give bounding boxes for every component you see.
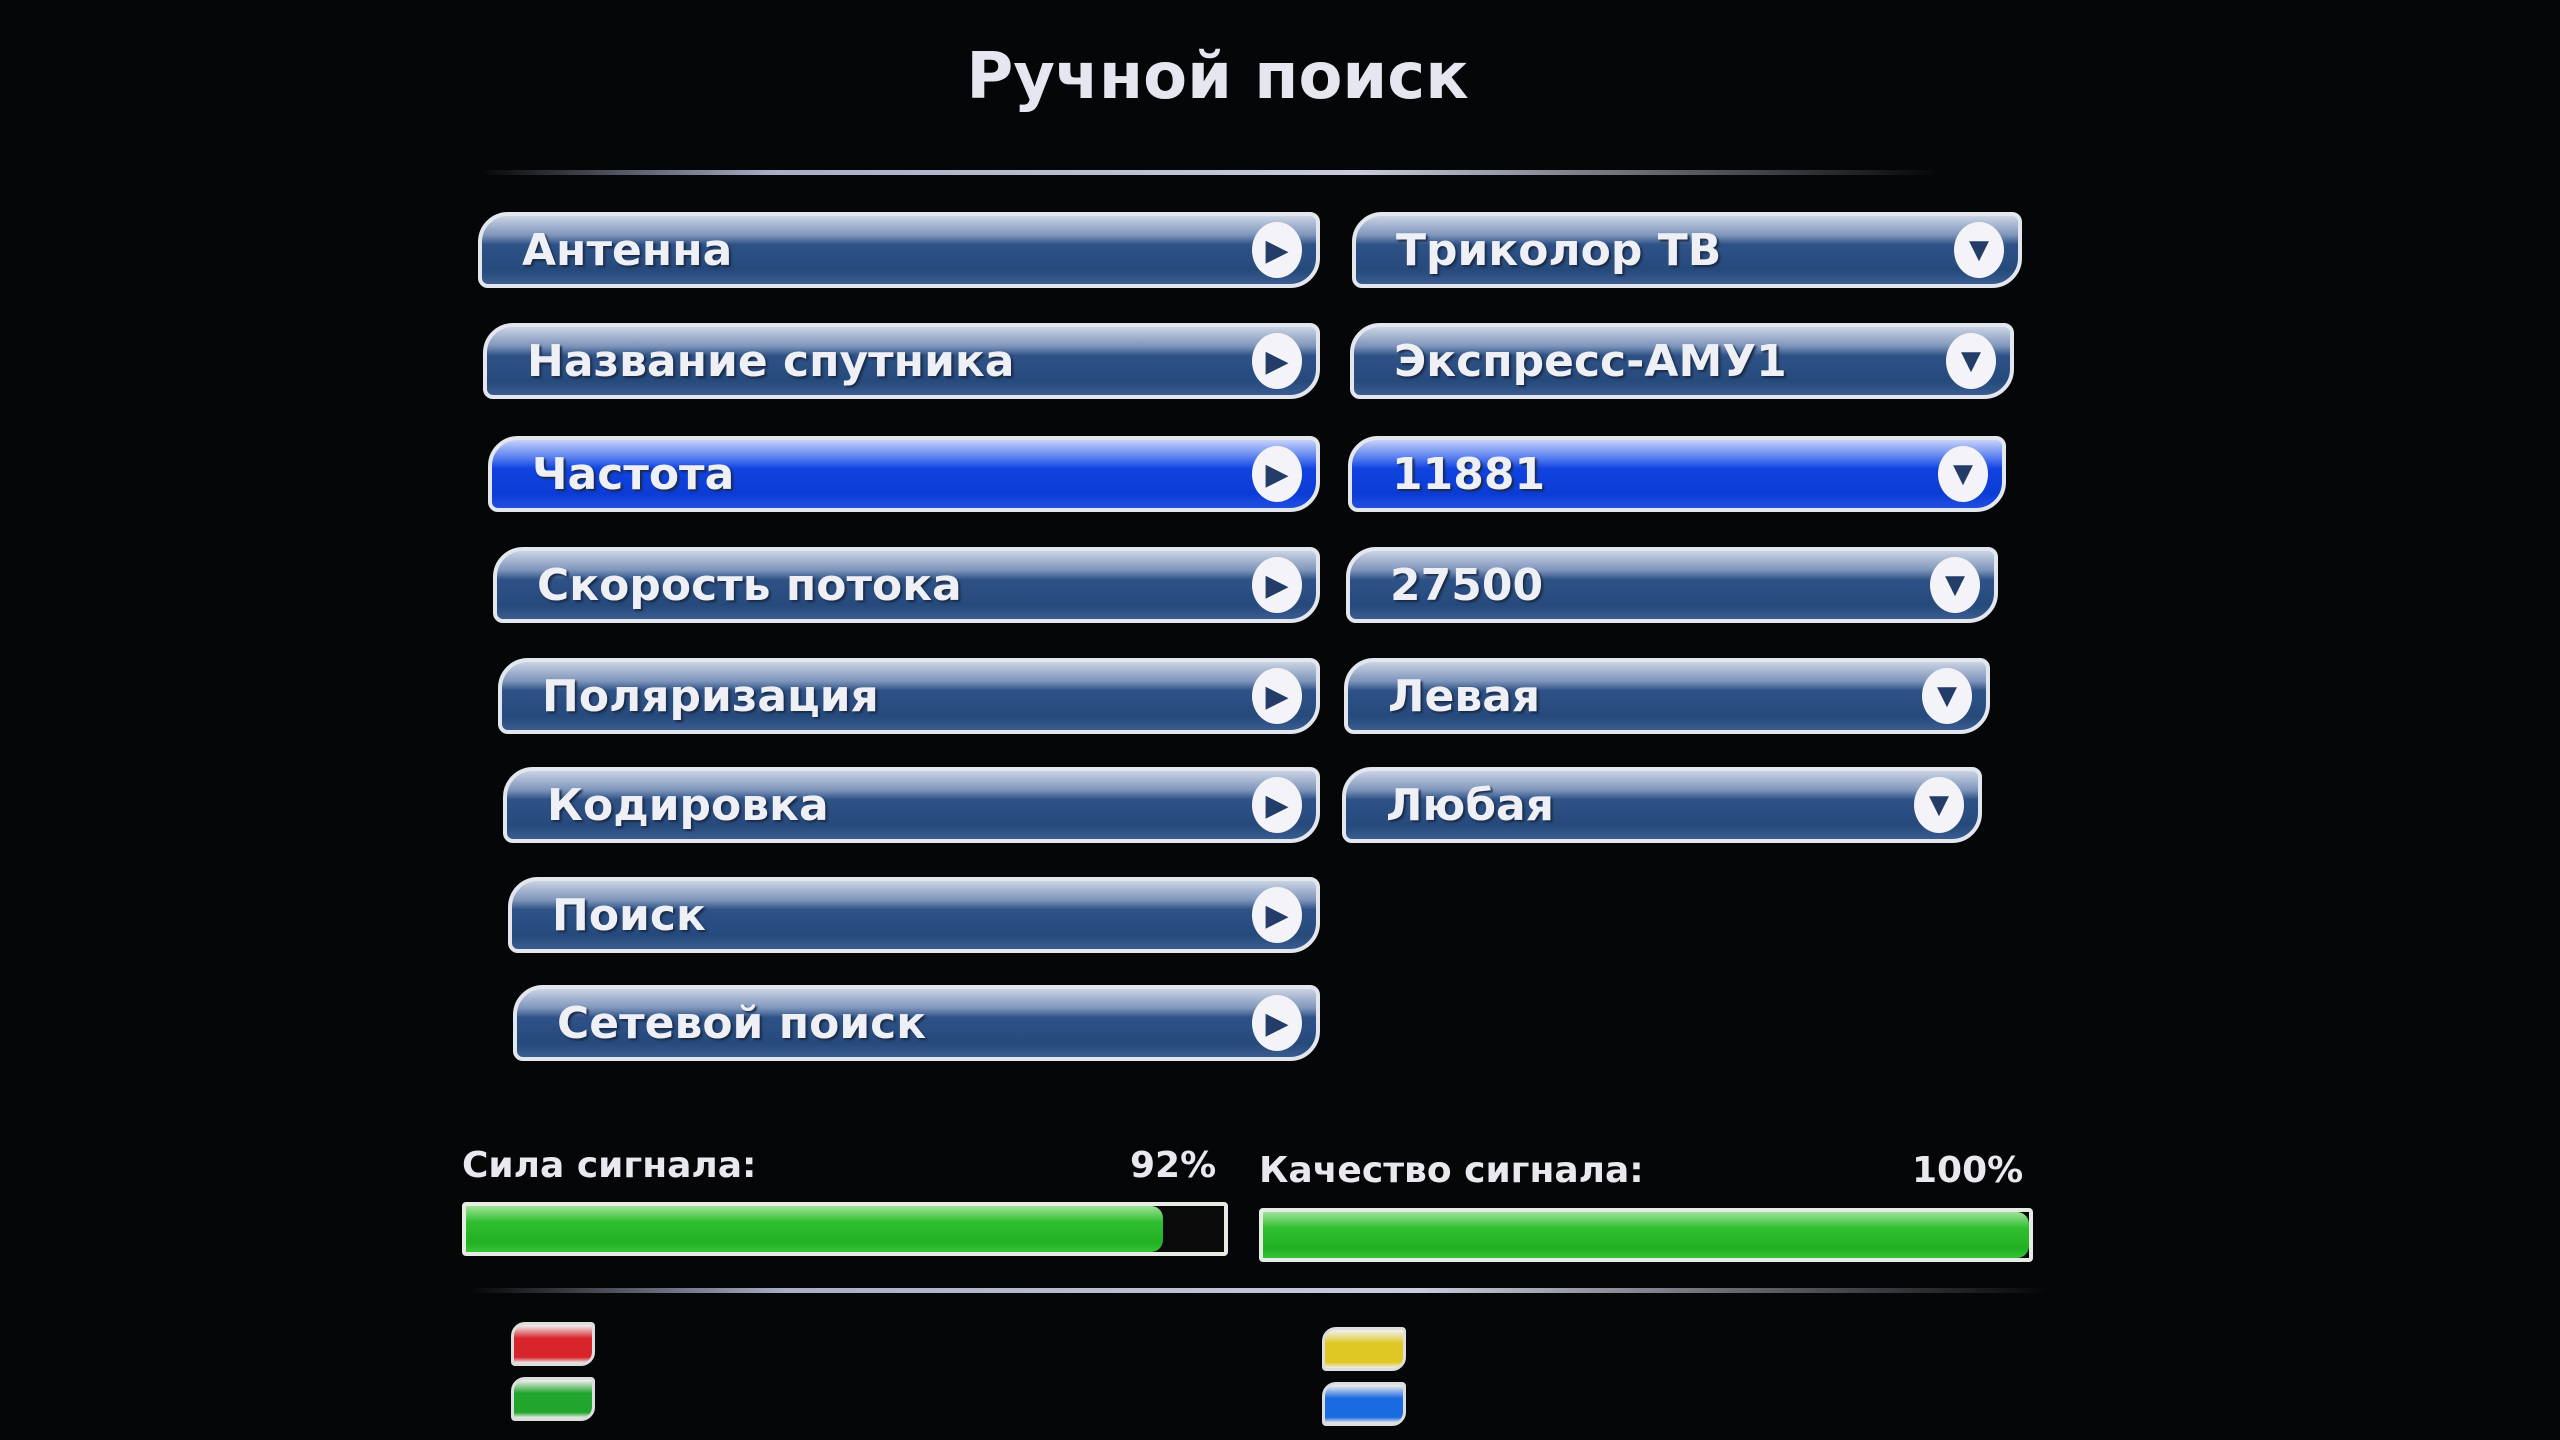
- menu-item-label: Поляризация: [542, 670, 879, 722]
- menu-item-5[interactable]: Кодировка ▶: [503, 767, 1320, 843]
- value-dropdown-5[interactable]: Любая ▼: [1342, 767, 1982, 843]
- arrow-right-icon: ▶: [1252, 887, 1302, 943]
- value-dropdown-0[interactable]: Триколор ТВ ▼: [1352, 212, 2022, 288]
- chevron-down-icon: ▼: [1922, 668, 1972, 724]
- signal-strength-label: Сила сигнала:: [462, 1145, 757, 1186]
- blue-button[interactable]: [1322, 1382, 1406, 1426]
- menu-item-label: Поиск: [552, 889, 706, 941]
- arrow-right-icon: ▶: [1252, 777, 1302, 833]
- menu-item-4[interactable]: Поляризация ▶: [498, 658, 1320, 734]
- arrow-right-icon: ▶: [1252, 668, 1302, 724]
- signal-strength-value: 92%: [1130, 1145, 1217, 1186]
- arrow-right-icon: ▶: [1252, 446, 1302, 502]
- arrow-right-icon: ▶: [1252, 222, 1302, 278]
- menu-item-label: Антенна: [522, 224, 733, 276]
- dropdown-value: Триколор ТВ: [1396, 224, 1722, 276]
- dropdown-value: Экспресс-АМУ1: [1394, 335, 1787, 387]
- signal-quality-value: 100%: [1912, 1150, 2024, 1191]
- dropdown-value: 27500: [1390, 559, 1544, 611]
- value-dropdown-2[interactable]: 11881 ▼: [1348, 436, 2006, 512]
- menu-item-7[interactable]: Сетевой поиск ▶: [513, 985, 1320, 1061]
- value-dropdown-4[interactable]: Левая ▼: [1344, 658, 1990, 734]
- menu-item-6[interactable]: Поиск ▶: [508, 877, 1320, 953]
- menu-item-label: Кодировка: [547, 779, 829, 831]
- menu-item-2[interactable]: Частота ▶: [488, 436, 1320, 512]
- red-button[interactable]: [511, 1322, 595, 1366]
- menu-item-3[interactable]: Скорость потока ▶: [493, 547, 1320, 623]
- chevron-down-icon: ▼: [1930, 557, 1980, 613]
- arrow-right-icon: ▶: [1252, 333, 1302, 389]
- arrow-right-icon: ▶: [1252, 557, 1302, 613]
- top-divider: [480, 170, 1940, 175]
- dropdown-value: 11881: [1392, 448, 1546, 500]
- signal-strength-fill: [466, 1206, 1164, 1252]
- bottom-divider: [470, 1288, 2050, 1293]
- dropdown-value: Любая: [1386, 779, 1554, 831]
- menu-item-0[interactable]: Антенна ▶: [478, 212, 1320, 288]
- arrow-right-icon: ▶: [1252, 995, 1302, 1051]
- signal-quality-label: Качество сигнала:: [1259, 1150, 1644, 1191]
- yellow-button[interactable]: [1322, 1327, 1406, 1371]
- menu-item-label: Скорость потока: [537, 559, 962, 611]
- page-title: Ручной поиск: [966, 40, 1469, 114]
- dropdown-value: Левая: [1388, 670, 1541, 722]
- value-dropdown-3[interactable]: 27500 ▼: [1346, 547, 1998, 623]
- chevron-down-icon: ▼: [1946, 333, 1996, 389]
- value-dropdown-1[interactable]: Экспресс-АМУ1 ▼: [1350, 323, 2014, 399]
- chevron-down-icon: ▼: [1954, 222, 2004, 278]
- menu-item-label: Сетевой поиск: [557, 997, 927, 1049]
- signal-quality-bar: [1259, 1208, 2033, 1262]
- signal-quality-fill: [1263, 1212, 2029, 1258]
- menu-item-label: Название спутника: [527, 335, 1015, 387]
- menu-item-1[interactable]: Название спутника ▶: [483, 323, 1320, 399]
- chevron-down-icon: ▼: [1938, 446, 1988, 502]
- green-button[interactable]: [511, 1377, 595, 1421]
- menu-item-label: Частота: [532, 448, 735, 500]
- chevron-down-icon: ▼: [1914, 777, 1964, 833]
- signal-strength-bar: [462, 1202, 1228, 1256]
